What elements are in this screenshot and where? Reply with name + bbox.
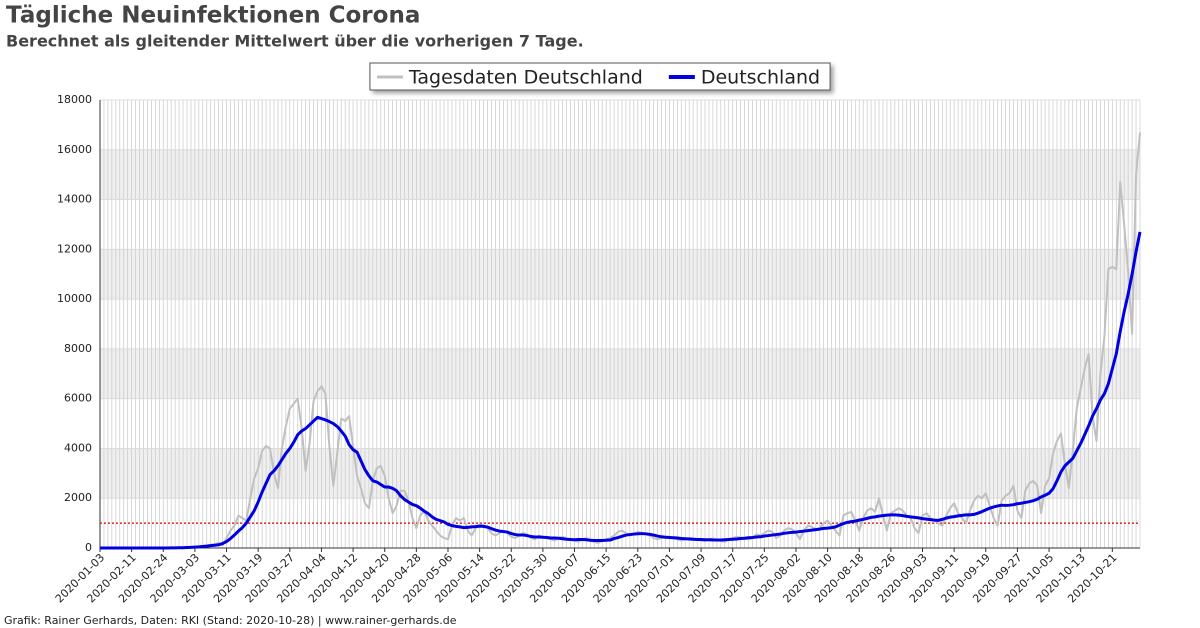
plot-background — [99, 100, 1141, 548]
chart-title: Tägliche Neuinfektionen Corona — [6, 3, 420, 29]
chart-subtitle: Berechnet als gleitender Mittelwert über… — [6, 32, 584, 51]
series-line — [100, 132, 1141, 549]
legend: Tagesdaten Deutschland Deutschland — [369, 62, 831, 91]
y-tick-label: 4000 — [64, 441, 92, 454]
y-tick-label: 2000 — [64, 491, 92, 504]
grid-band — [100, 348, 1140, 399]
y-tick-label: 0 — [85, 541, 92, 554]
y-tick-label: 12000 — [57, 242, 92, 255]
y-tick-label: 8000 — [64, 342, 92, 355]
y-tick-label: 18000 — [57, 93, 92, 106]
grid-band — [100, 149, 1140, 200]
y-tick-label: 6000 — [64, 392, 92, 405]
grid-band — [100, 249, 1140, 300]
y-tick-label: 14000 — [57, 193, 92, 206]
legend-label: Deutschland — [701, 67, 820, 89]
y-tick-label: 10000 — [57, 292, 92, 305]
series-line — [100, 231, 1142, 550]
legend-box — [369, 62, 831, 91]
footer: Grafik: Rainer Gerhards, Daten: RKI (Sta… — [4, 614, 457, 627]
y-tick-label: 16000 — [57, 143, 92, 156]
legend-label: Tagesdaten Deutschland — [408, 67, 643, 89]
